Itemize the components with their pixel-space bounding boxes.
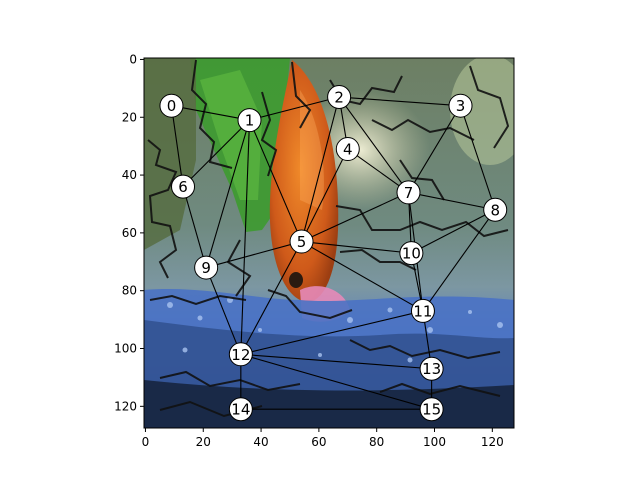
graph-node-8: 8 xyxy=(483,197,508,222)
y-tick-label: 100 xyxy=(114,342,137,356)
graph-node-label: 6 xyxy=(178,178,188,196)
x-tick-label: 60 xyxy=(311,435,326,449)
graph-node-label: 0 xyxy=(167,97,177,115)
graph-edge-2-7 xyxy=(338,96,409,193)
graph-node-15: 15 xyxy=(419,397,444,422)
graph-node-label: 8 xyxy=(490,201,500,219)
graph-edge-3-8 xyxy=(460,105,496,210)
graph-node-14: 14 xyxy=(228,397,253,422)
x-tick-label: 120 xyxy=(481,435,504,449)
graph-node-0: 0 xyxy=(159,93,184,118)
graph-node-circle xyxy=(419,356,444,381)
graph-edge-6-9 xyxy=(182,186,207,268)
graph-node-6: 6 xyxy=(171,174,196,199)
graph-edges xyxy=(170,96,496,410)
graph-node-1: 1 xyxy=(237,108,262,133)
graph-node-2: 2 xyxy=(327,85,352,110)
graph-edge-2-5 xyxy=(301,96,340,242)
y-tick-label: 40 xyxy=(122,168,137,182)
graph-node-circle xyxy=(448,93,473,118)
graph-node-13: 13 xyxy=(419,356,444,381)
graph-node-circle xyxy=(228,397,253,422)
graph-node-label: 14 xyxy=(231,401,250,419)
graph-node-label: 12 xyxy=(231,346,250,364)
graph-edge-1-6 xyxy=(182,119,250,188)
graph-node-circle xyxy=(396,180,421,205)
graph-node-3: 3 xyxy=(448,93,473,118)
graph-edge-3-7 xyxy=(408,105,461,193)
graph-edge-0-6 xyxy=(170,105,184,187)
graph-node-5: 5 xyxy=(289,229,314,254)
graph-node-circle xyxy=(159,93,184,118)
y-axis-ticks: 0 20 40 60 80 100 120 xyxy=(114,52,144,413)
graph-node-circle xyxy=(228,342,253,367)
y-tick-label: 0 xyxy=(129,52,137,66)
y-tick-label: 80 xyxy=(122,284,137,298)
graph-edge-1-2 xyxy=(249,96,340,121)
graph-node-7: 7 xyxy=(396,180,421,205)
graph-edge-8-11 xyxy=(422,209,496,312)
graph-node-12: 12 xyxy=(228,342,253,367)
graph-node-label: 11 xyxy=(413,302,432,320)
graph-node-4: 4 xyxy=(335,137,360,162)
graph-node-label: 4 xyxy=(343,141,353,159)
x-tick-label: 80 xyxy=(369,435,384,449)
graph-edge-4-5 xyxy=(301,148,349,242)
graph-node-circle xyxy=(410,298,435,323)
graph-node-circle xyxy=(419,397,444,422)
graph-node-label: 1 xyxy=(245,112,255,130)
graph-edge-2-3 xyxy=(339,96,461,107)
graph-edge-5-10 xyxy=(301,241,412,254)
graph-node-circle xyxy=(483,197,508,222)
graph-edge-4-7 xyxy=(347,148,409,193)
graph-node-circle xyxy=(237,108,262,133)
graph-edge-12-13 xyxy=(240,353,432,370)
graph-node-label: 10 xyxy=(402,245,421,263)
x-tick-label: 20 xyxy=(196,435,211,449)
graph-edge-1-9 xyxy=(205,119,251,268)
graph-node-11: 11 xyxy=(410,298,435,323)
graph-node-10: 10 xyxy=(399,241,424,266)
graph-node-label: 7 xyxy=(404,184,414,202)
graph-node-circle xyxy=(327,85,352,110)
axes-frame xyxy=(143,57,515,429)
graph-edge-12-15 xyxy=(240,353,432,410)
graph-node-9: 9 xyxy=(194,255,219,280)
graph-node-label: 15 xyxy=(422,401,441,419)
graph-edge-8-10 xyxy=(411,209,496,254)
x-tick-label: 100 xyxy=(423,435,446,449)
graph-edge-0-1 xyxy=(171,105,250,121)
graph-node-circle xyxy=(194,255,219,280)
graph-node-circle xyxy=(335,137,360,162)
graph-edge-5-12 xyxy=(240,241,303,355)
graph-node-label: 5 xyxy=(297,233,307,251)
graph-edge-1-12 xyxy=(240,120,251,355)
graph-edge-5-9 xyxy=(206,241,302,269)
x-tick-label: 40 xyxy=(253,435,268,449)
graph-node-circle xyxy=(399,241,424,266)
graph-edge-9-12 xyxy=(205,267,242,355)
graph-edge-7-8 xyxy=(408,191,496,211)
y-tick-label: 120 xyxy=(114,399,137,413)
x-axis-ticks: 0 20 40 60 80 100 120 xyxy=(142,428,504,449)
graph-edge-11-12 xyxy=(240,310,424,355)
graph-edge-1-5 xyxy=(249,119,303,242)
x-tick-label: 0 xyxy=(142,435,150,449)
graph-node-label: 13 xyxy=(422,360,441,378)
y-tick-label: 20 xyxy=(122,110,137,124)
graph-node-circle xyxy=(171,174,196,199)
graph-node-circle xyxy=(289,229,314,254)
graph-edge-5-11 xyxy=(301,241,424,312)
graph-node-label: 9 xyxy=(201,259,211,277)
graph-edge-5-7 xyxy=(301,191,409,243)
graph-node-label: 3 xyxy=(456,97,466,115)
y-tick-label: 60 xyxy=(122,226,137,240)
graph-node-label: 2 xyxy=(334,89,344,107)
